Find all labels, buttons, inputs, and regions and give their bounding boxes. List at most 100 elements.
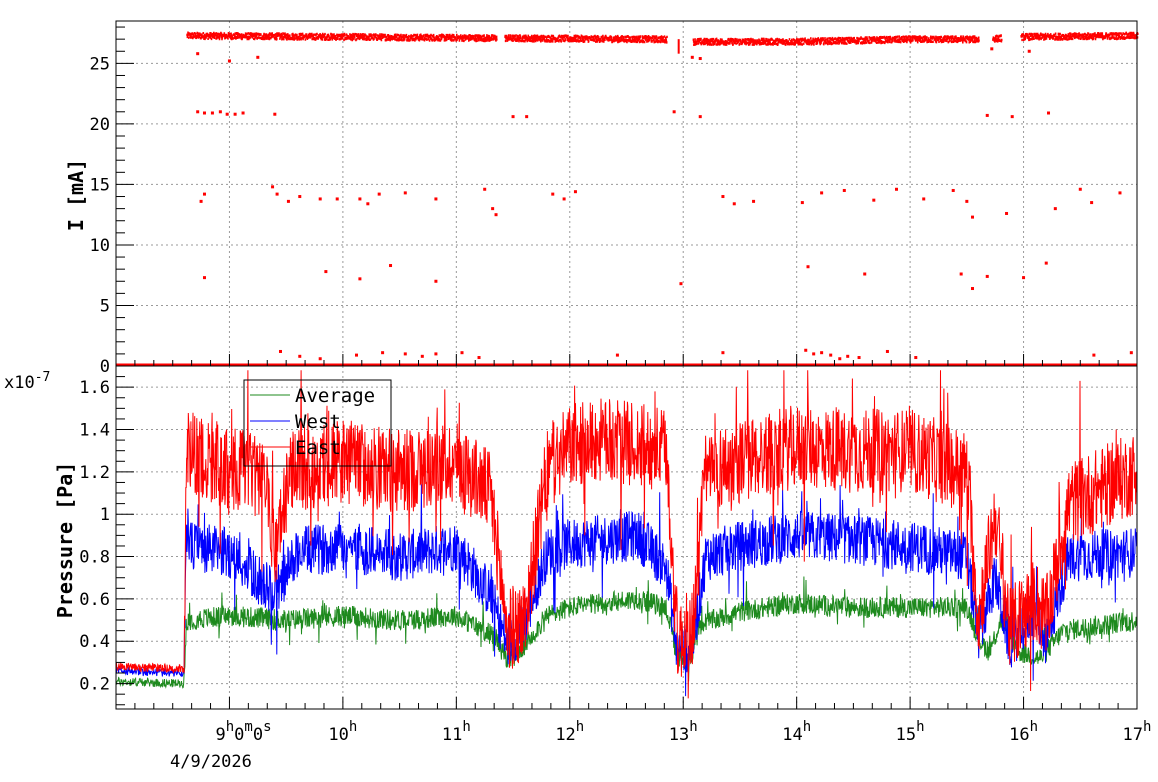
current-point xyxy=(820,191,824,195)
y-tick-label: 0 xyxy=(100,357,110,377)
current-point xyxy=(914,356,918,360)
current-point xyxy=(679,282,683,286)
current-point xyxy=(403,191,407,195)
current-point xyxy=(959,272,963,276)
current-point xyxy=(1053,207,1057,211)
x-tick-label: 17h xyxy=(1123,719,1152,745)
current-point xyxy=(971,287,975,291)
current-point xyxy=(573,190,577,194)
y-tick-label: 1 xyxy=(100,505,110,525)
current-point xyxy=(227,59,231,63)
current-point xyxy=(820,351,824,355)
current-point xyxy=(1044,261,1048,265)
pressure-series-average xyxy=(115,576,1138,689)
current-point xyxy=(202,276,206,280)
current-point xyxy=(1078,187,1082,191)
current-main-band xyxy=(186,31,1139,46)
y-tick-label: 5 xyxy=(100,296,110,316)
current-point xyxy=(812,352,816,356)
current-point xyxy=(434,279,438,283)
pressure-panel: 0.2 0.4 0.6 0.8 1 1.2 1.4 1.6 x10-7 Pressure [P… xyxy=(4,365,1138,710)
current-panel: 0 5 10 15 20 25 I [mA] xyxy=(64,20,1139,377)
y-tick-label: 20 xyxy=(90,115,110,135)
x-tick-label: 12h xyxy=(555,719,584,745)
current-point xyxy=(434,197,438,201)
current-point xyxy=(1005,211,1009,215)
current-y-ticks: 0 5 10 15 20 25 xyxy=(90,26,134,377)
current-point xyxy=(511,115,515,119)
current-point xyxy=(377,192,381,196)
current-point xyxy=(358,277,362,281)
y-tick-label: 0.4 xyxy=(79,632,110,652)
x-tick-label: 14h xyxy=(782,719,811,745)
current-point xyxy=(233,112,237,116)
x-tick-label: 10h xyxy=(328,719,357,745)
y-tick-label: 0.2 xyxy=(79,675,110,695)
current-point xyxy=(872,198,876,202)
current-point xyxy=(971,215,975,219)
current-point xyxy=(1022,276,1026,280)
current-point xyxy=(460,351,464,355)
current-point xyxy=(562,197,566,201)
current-point xyxy=(324,270,328,274)
y-tick-label: 10 xyxy=(90,236,110,256)
current-point xyxy=(885,349,889,353)
current-point xyxy=(298,354,302,358)
pressure-series-east xyxy=(115,370,1138,699)
y-tick-label: 1.6 xyxy=(79,378,110,398)
current-point xyxy=(420,354,424,358)
current-point xyxy=(721,195,725,199)
current-point xyxy=(241,111,245,115)
current-point xyxy=(202,111,206,115)
current-point xyxy=(477,356,481,360)
pressure-x-ticks xyxy=(115,697,1138,709)
current-point xyxy=(985,113,989,117)
current-point xyxy=(381,351,385,355)
current-point xyxy=(672,110,676,114)
current-point xyxy=(863,272,867,276)
current-plot-frame xyxy=(115,20,1138,367)
current-point xyxy=(752,199,756,203)
x-tick-label: 16h xyxy=(1009,719,1038,745)
current-point xyxy=(800,201,804,205)
current-point xyxy=(366,202,370,206)
pressure-y-ticks: 0.2 0.4 0.6 0.8 1 1.2 1.4 1.6 xyxy=(79,376,134,706)
current-point xyxy=(951,188,955,192)
current-point xyxy=(842,188,846,192)
current-point xyxy=(698,57,702,61)
legend-label-west: West xyxy=(295,411,341,433)
current-point xyxy=(922,197,926,201)
current-point xyxy=(318,357,322,361)
y-tick-label: 15 xyxy=(90,175,110,195)
current-point xyxy=(256,55,260,59)
current-point xyxy=(494,213,498,217)
current-point xyxy=(1027,49,1031,53)
current-point xyxy=(358,197,362,201)
y-tick-label: 1.2 xyxy=(79,463,110,483)
current-point xyxy=(698,115,702,119)
current-point xyxy=(690,55,694,59)
pressure-legend: Average West East xyxy=(243,379,392,467)
current-point xyxy=(985,274,989,278)
current-y-axis-label: I [mA] xyxy=(64,159,88,231)
current-grid xyxy=(116,21,1137,366)
x-tick-label: 15h xyxy=(896,719,925,745)
current-point xyxy=(273,112,277,116)
current-point xyxy=(491,207,495,211)
current-point xyxy=(1090,201,1094,205)
current-point xyxy=(829,353,833,357)
current-x-ticks xyxy=(115,354,1138,366)
current-point xyxy=(990,47,994,51)
current-point xyxy=(1129,351,1133,355)
pressure-y-multiplier: x10-7 xyxy=(4,370,50,393)
current-point xyxy=(434,352,438,356)
current-point xyxy=(804,348,808,352)
time-axis-labels: 9h0m0s 10h 11h 12h 13h 14h 15h 16h 17h xyxy=(215,719,1151,745)
current-point xyxy=(1118,191,1122,195)
current-data xyxy=(116,31,1139,367)
y-tick-label: 1.4 xyxy=(79,421,110,441)
current-point xyxy=(1092,353,1096,357)
x-tick-label: 13h xyxy=(669,719,698,745)
current-point xyxy=(838,357,842,361)
